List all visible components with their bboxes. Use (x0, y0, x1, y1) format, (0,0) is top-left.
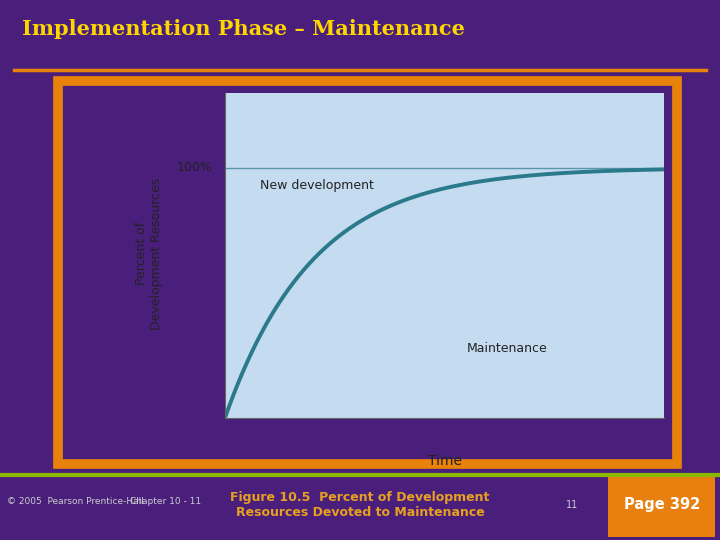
Text: 100%: 100% (176, 161, 212, 174)
Bar (608, 475, 715, 537)
Text: Time: Time (428, 454, 462, 468)
Text: New development: New development (260, 179, 374, 192)
Text: Page 392: Page 392 (624, 497, 700, 512)
Text: Chapter 10 - 11: Chapter 10 - 11 (130, 497, 201, 506)
Text: Implementation Phase – Maintenance: Implementation Phase – Maintenance (22, 19, 464, 39)
Text: Maintenance: Maintenance (467, 342, 547, 355)
Text: Figure 10.5  Percent of Development
Resources Devoted to Maintenance: Figure 10.5 Percent of Development Resou… (230, 491, 490, 519)
Text: © 2005  Pearson Prentice-Hall: © 2005 Pearson Prentice-Hall (7, 497, 144, 506)
Text: Percent of
Development Resources: Percent of Development Resources (135, 178, 163, 329)
Text: 11: 11 (566, 500, 579, 510)
